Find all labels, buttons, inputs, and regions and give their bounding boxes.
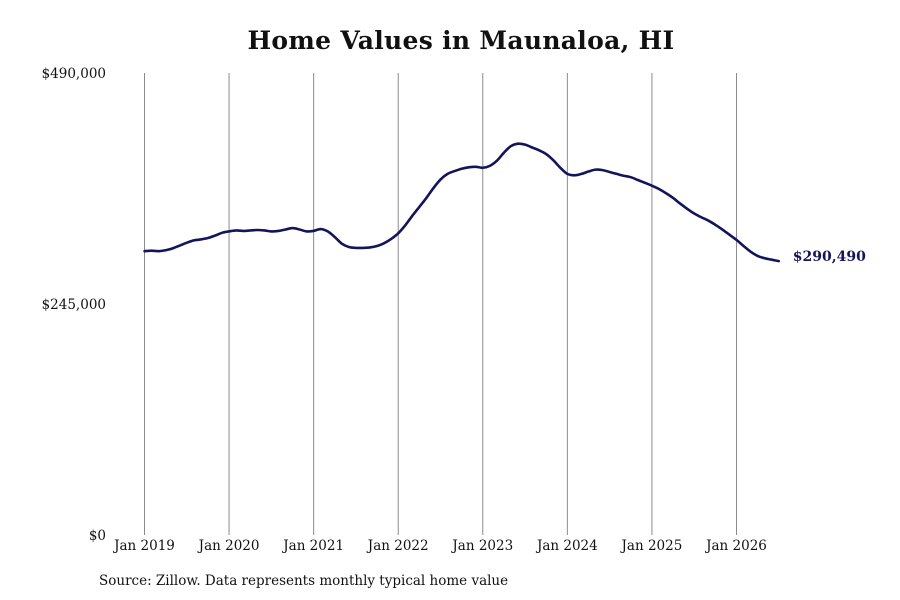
x-tick-label: Jan 2024: [535, 538, 598, 554]
source-note: Source: Zillow. Data represents monthly …: [99, 573, 509, 589]
x-tick-label: Jan 2025: [620, 538, 683, 554]
y-tick-label: $490,000: [42, 66, 106, 82]
end-value-label: $290,490: [793, 249, 866, 265]
x-tick-label: Jan 2019: [112, 538, 175, 554]
x-tick-label: Jan 2020: [197, 538, 260, 554]
x-tick-label: Jan 2023: [450, 538, 513, 554]
x-tick-label: Jan 2022: [366, 538, 429, 554]
vertical-grid-lines: [144, 73, 737, 535]
x-axis-tick-labels: Jan 2019 Jan 2020 Jan 2021 Jan 2022 Jan 2023…: [112, 538, 767, 554]
x-tick-label: Jan 2026: [704, 538, 767, 554]
x-tick-label: Jan 2021: [281, 538, 344, 554]
y-tick-label: $0: [89, 528, 106, 544]
chart-title: Home Values in Maunaloa, HI: [247, 26, 675, 55]
series-layer: $290,490: [143, 142, 866, 265]
series-line: [143, 142, 781, 263]
y-axis-tick-labels: $490,000 $245,000 $0: [42, 66, 106, 544]
y-tick-label: $245,000: [42, 297, 106, 313]
